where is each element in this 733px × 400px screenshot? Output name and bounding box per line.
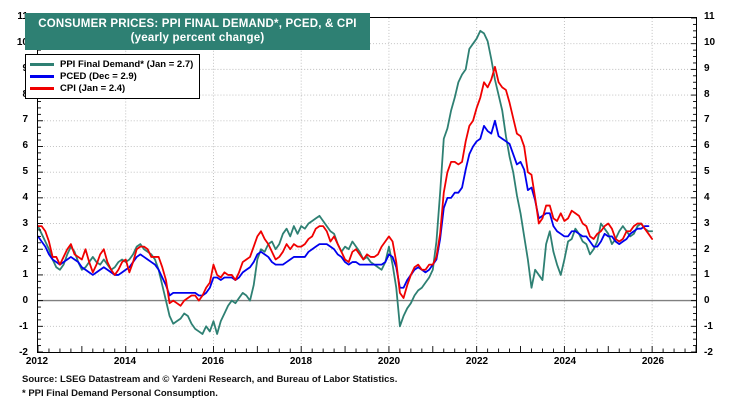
y-tick-label-right: 1 [704, 269, 710, 281]
chart-title: CONSUMER PRICES: PPI FINAL DEMAND*, PCED… [25, 13, 370, 50]
legend-swatch-icon [30, 63, 54, 66]
y-tick-label-right: 6 [704, 140, 710, 152]
y-tick-label-right: 8 [704, 88, 710, 100]
y-tick-label-right: -2 [704, 347, 713, 358]
y-tick-label-left: 4 [22, 191, 28, 203]
y-tick-label-left: 0 [22, 295, 28, 307]
chart-legend: PPI Final Demand* (Jan = 2.7) PCED (Dec =… [25, 54, 201, 99]
y-tick-label-left: 2 [22, 243, 28, 255]
y-tick-label-right: 2 [704, 243, 710, 255]
y-tick-label-left: 6 [22, 140, 28, 152]
y-tick-label-left: 5 [22, 166, 28, 178]
legend-item-cpi[interactable]: CPI (Jan = 2.4) [30, 83, 193, 94]
y-tick-label-left: 11 [17, 11, 28, 22]
chart-title-line2: (yearly percent change) [130, 32, 265, 44]
y-tick-label-right: 3 [704, 217, 710, 229]
y-tick-label-left: 7 [22, 114, 28, 126]
legend-label: CPI (Jan = 2.4) [60, 82, 126, 94]
x-tick-label: 2016 [201, 356, 225, 367]
y-tick-label-left: -1 [19, 321, 28, 333]
legend-item-pced[interactable]: PCED (Dec = 2.9) [30, 71, 193, 82]
y-tick-label-right: 5 [704, 166, 710, 178]
chart-title-line1: CONSUMER PRICES: PPI FINAL DEMAND*, PCED… [38, 18, 357, 30]
x-tick-label: 2026 [641, 356, 665, 367]
y-tick-label-right: 4 [704, 191, 710, 203]
x-tick-label: 2024 [553, 356, 577, 367]
y-tick-label-right: 0 [704, 295, 710, 307]
legend-swatch-icon [30, 75, 54, 78]
x-tick-label: 2020 [377, 356, 401, 367]
y-tick-label-left: 1 [22, 269, 28, 281]
x-tick-label: 2012 [25, 356, 49, 367]
legend-swatch-icon [30, 87, 54, 90]
source-note: Source: LSEG Datastream and © Yardeni Re… [22, 374, 398, 385]
y-tick-label-left: 3 [22, 217, 28, 229]
y-tick-label-right: 9 [704, 62, 710, 74]
x-tick-label: 2018 [289, 356, 313, 367]
y-tick-label-right: 7 [704, 114, 710, 126]
y-tick-label-left: 10 [16, 36, 28, 48]
legend-label: PCED (Dec = 2.9) [60, 70, 137, 82]
y-tick-label-right: 10 [704, 36, 716, 48]
footnote-star: * PPI Final Demand Personal Consumption. [22, 388, 218, 399]
y-tick-label-left: -2 [19, 347, 28, 358]
y-tick-label-right: -1 [704, 321, 713, 333]
y-tick-label-right: 11 [704, 11, 715, 22]
chart-canvas [38, 18, 696, 352]
legend-label: PPI Final Demand* (Jan = 2.7) [60, 58, 194, 70]
legend-item-ppi-final-demand[interactable]: PPI Final Demand* (Jan = 2.7) [30, 59, 193, 70]
x-tick-label: 2014 [113, 356, 137, 367]
x-tick-label: 2022 [465, 356, 489, 367]
